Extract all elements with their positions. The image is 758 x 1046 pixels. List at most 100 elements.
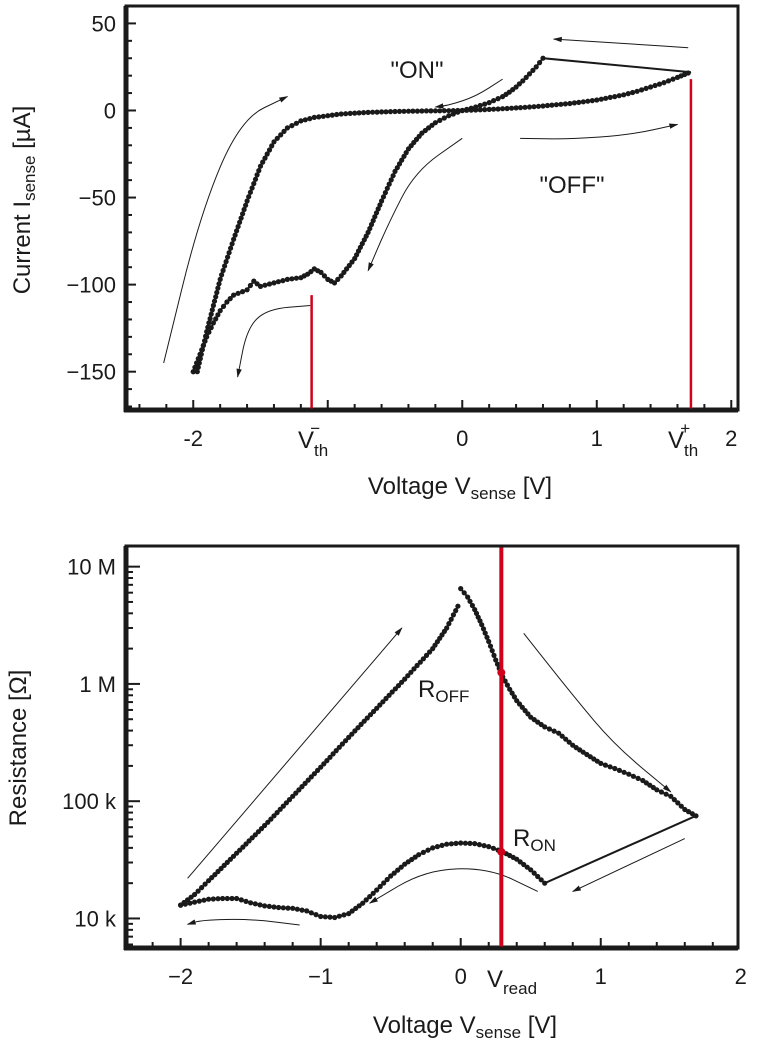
data-point (598, 96, 604, 102)
data-point (205, 324, 211, 330)
data-point (228, 245, 234, 251)
data-point (562, 101, 569, 107)
data-point (347, 110, 353, 116)
data-point (444, 841, 450, 847)
data-point (652, 82, 658, 89)
data-point (290, 793, 296, 799)
data-point (495, 106, 501, 112)
data-point (648, 84, 654, 90)
data-point (368, 221, 375, 228)
vread-line-group (497, 546, 506, 948)
vth-plus-label: Vth + (668, 419, 698, 460)
data-point (589, 98, 595, 104)
data-point (490, 845, 496, 851)
data-point (283, 800, 289, 806)
y-tick-label: −50 (79, 186, 116, 211)
data-point (476, 842, 482, 848)
data-point (260, 159, 266, 165)
iv-plot: -2 0 1 2 50 0 −50 −100 −150 "ON" "OFF" Current I… (9, 4, 740, 503)
data-point (459, 107, 465, 114)
data-point (286, 797, 293, 803)
data-point (434, 844, 440, 850)
sweep-direction-arrow (552, 36, 689, 49)
data-point (238, 897, 244, 903)
data-point (399, 157, 405, 163)
data-point (658, 789, 665, 795)
data-point (333, 748, 339, 754)
data-point (384, 185, 390, 191)
data-point (388, 177, 394, 183)
data-point (643, 85, 649, 91)
data-point (220, 895, 226, 902)
data-point (244, 287, 250, 293)
data-point (332, 914, 338, 921)
data-point (482, 101, 488, 107)
data-point (188, 894, 194, 900)
data-point (427, 649, 433, 655)
data-point (386, 692, 392, 698)
data-point (367, 225, 373, 232)
x-axis-title-top-sub: sense (471, 484, 516, 503)
data-point (462, 840, 468, 846)
resistance-plot-frame (124, 544, 740, 950)
data-point (356, 110, 362, 116)
data-point (535, 873, 541, 880)
data-point (262, 282, 268, 288)
data-point (327, 914, 333, 920)
data-point (243, 898, 249, 905)
data-point (546, 726, 553, 732)
data-point (208, 311, 214, 317)
y-axis-title-top-main: Current I (9, 201, 36, 294)
data-point (472, 841, 478, 847)
data-point (602, 762, 609, 768)
data-point (556, 730, 562, 736)
data-point (571, 100, 578, 106)
data-point (559, 733, 565, 739)
data-point (240, 289, 246, 295)
data-point (220, 267, 226, 274)
r-off-label-main: R (418, 676, 435, 703)
data-point (392, 108, 398, 115)
data-point (367, 712, 374, 718)
data-point (388, 873, 394, 879)
data-point (484, 634, 490, 640)
data-point (264, 151, 270, 157)
data-point (182, 901, 188, 907)
data-point (248, 900, 254, 906)
data-point (509, 105, 515, 111)
data-point (502, 678, 508, 684)
data-point (671, 797, 677, 803)
data-point (223, 259, 229, 265)
data-point (247, 189, 253, 195)
data-point (311, 771, 317, 777)
x-tick-label: −2 (168, 964, 193, 989)
data-point (467, 840, 473, 847)
data-point (234, 895, 240, 902)
data-point (293, 120, 299, 126)
data-point (531, 870, 537, 876)
data-point (322, 914, 328, 920)
data-point (469, 602, 475, 609)
y-axis-title-top-sub: sense (20, 156, 39, 201)
data-point (401, 153, 407, 159)
y-axis-title-top: Current Isense [µA] (9, 106, 39, 295)
sweep-direction-arrow (523, 633, 672, 793)
data-point (343, 738, 349, 744)
data-point (194, 369, 200, 375)
data-point (349, 731, 355, 737)
data-point (271, 904, 277, 910)
data-point (399, 679, 405, 685)
data-point (517, 105, 524, 111)
vth-minus-label: Vth − (298, 419, 328, 460)
data-point (538, 877, 544, 883)
data-point (289, 276, 295, 282)
data-point (402, 676, 408, 682)
data-point (257, 902, 263, 908)
data-point (217, 308, 223, 314)
data-point (477, 102, 483, 109)
data-point (654, 787, 660, 793)
data-point (229, 895, 235, 902)
data-point (455, 603, 461, 609)
data-point (486, 844, 492, 850)
data-point (227, 296, 233, 302)
